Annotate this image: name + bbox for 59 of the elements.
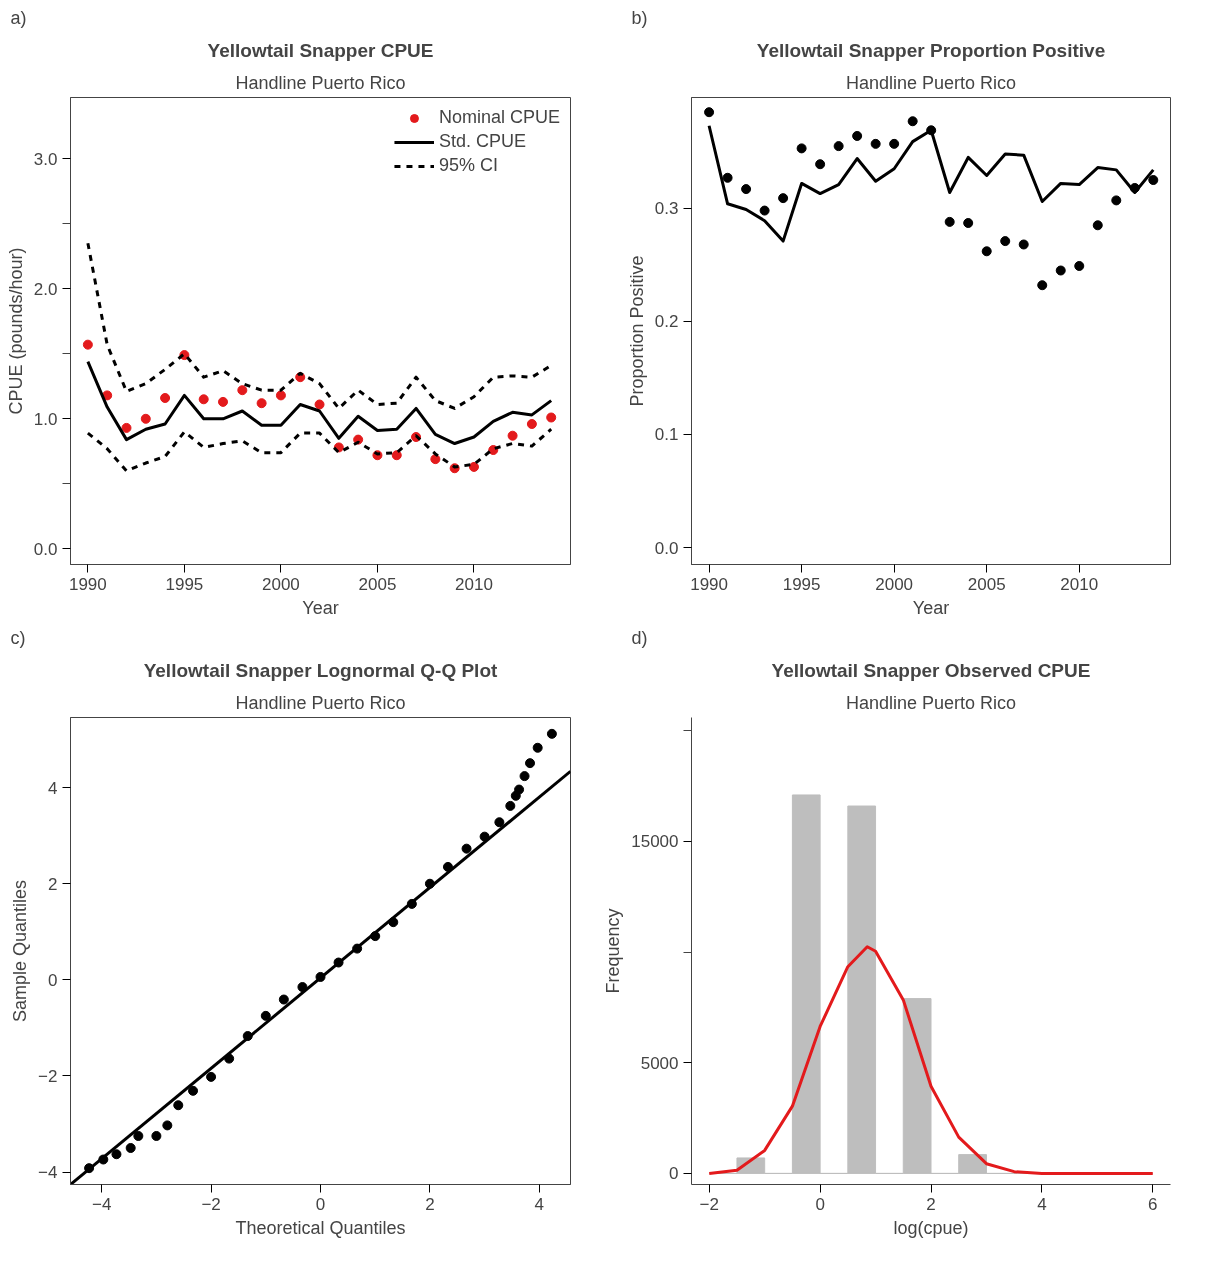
x-axis-title: Theoretical Quantiles — [235, 1217, 406, 1238]
y-tick-label: 3.0 — [33, 149, 58, 169]
x-tick-label: 1990 — [68, 574, 107, 594]
y-tick-label: 5000 — [640, 1053, 679, 1073]
y-axis-title: Frequency — [603, 908, 624, 994]
chart-title: Yellowtail Snapper Lognormal Q-Q Plot — [143, 659, 498, 681]
x-tick-label: −2 — [201, 1194, 221, 1214]
x-tick-label: 1995 — [782, 574, 821, 594]
x-tick-label: 2000 — [875, 574, 914, 594]
text: c) — [10, 627, 26, 648]
y-tick-label: 0 — [669, 1164, 679, 1184]
chart-title: Yellowtail Snapper Proportion Positive — [756, 39, 1106, 61]
y-tick-label: 0.1 — [654, 425, 679, 445]
x-tick-label: 2 — [926, 1194, 936, 1214]
chart-subtitle: Handline Puerto Rico — [235, 72, 406, 93]
x-tick-label: 2010 — [455, 574, 493, 594]
y-tick-label: 0.2 — [654, 312, 679, 332]
chart-subtitle: Handline Puerto Rico — [845, 692, 1017, 713]
x-tick-label: −4 — [91, 1194, 112, 1214]
y-tick-label: 4 — [48, 778, 58, 798]
x-tick-label: 0 — [815, 1194, 825, 1214]
x-tick-label: 2000 — [262, 574, 300, 594]
y-tick-label: 1.0 — [33, 409, 58, 429]
y-tick-label: −2 — [38, 1066, 58, 1086]
y-tick-label: 2 — [48, 874, 58, 894]
legend-label: Std. CPUE — [438, 131, 526, 152]
y-tick-label: −4 — [38, 1163, 58, 1183]
x-tick-label: 1995 — [165, 574, 204, 594]
y-tick-label: 15000 — [631, 832, 679, 852]
x-axis-title: Year — [912, 597, 950, 618]
x-tick-label: 1990 — [690, 574, 728, 594]
chart-title: Yellowtail Snapper CPUE — [207, 39, 434, 61]
text: d) — [631, 627, 648, 648]
x-tick-label: 4 — [1037, 1194, 1047, 1214]
y-tick-label: 0 — [48, 970, 58, 990]
chart-title: Yellowtail Snapper Observed CPUE — [771, 659, 1091, 681]
x-axis-title: Year — [302, 597, 339, 618]
x-axis-title: log(cpue) — [893, 1217, 969, 1238]
y-axis-title: CPUE (pounds/hour) — [5, 247, 26, 415]
y-axis-title: Proportion Positive — [626, 255, 647, 407]
x-tick-label: 6 — [1148, 1194, 1158, 1214]
text: b) — [631, 7, 648, 28]
y-axis-title: Sample Quantiles — [10, 879, 31, 1023]
legend-label: Nominal CPUE — [438, 107, 560, 128]
y-tick-label: 2.0 — [33, 279, 58, 299]
x-tick-label: −2 — [699, 1194, 719, 1214]
text: a) — [10, 7, 27, 28]
chart-subtitle: Handline Puerto Rico — [845, 72, 1017, 93]
x-tick-label: 0 — [315, 1194, 326, 1214]
chart-subtitle: Handline Puerto Rico — [235, 692, 406, 713]
y-tick-label: 0.0 — [33, 539, 58, 559]
y-tick-label: 0.3 — [654, 199, 679, 219]
x-tick-label: 2005 — [967, 574, 1006, 594]
x-tick-label: 2010 — [1060, 574, 1099, 594]
legend-label: 95% CI — [438, 155, 498, 176]
x-tick-label: 4 — [534, 1194, 545, 1214]
x-tick-label: 2 — [425, 1194, 435, 1214]
y-tick-label: 0.0 — [654, 538, 679, 558]
x-tick-label: 2005 — [358, 574, 397, 594]
